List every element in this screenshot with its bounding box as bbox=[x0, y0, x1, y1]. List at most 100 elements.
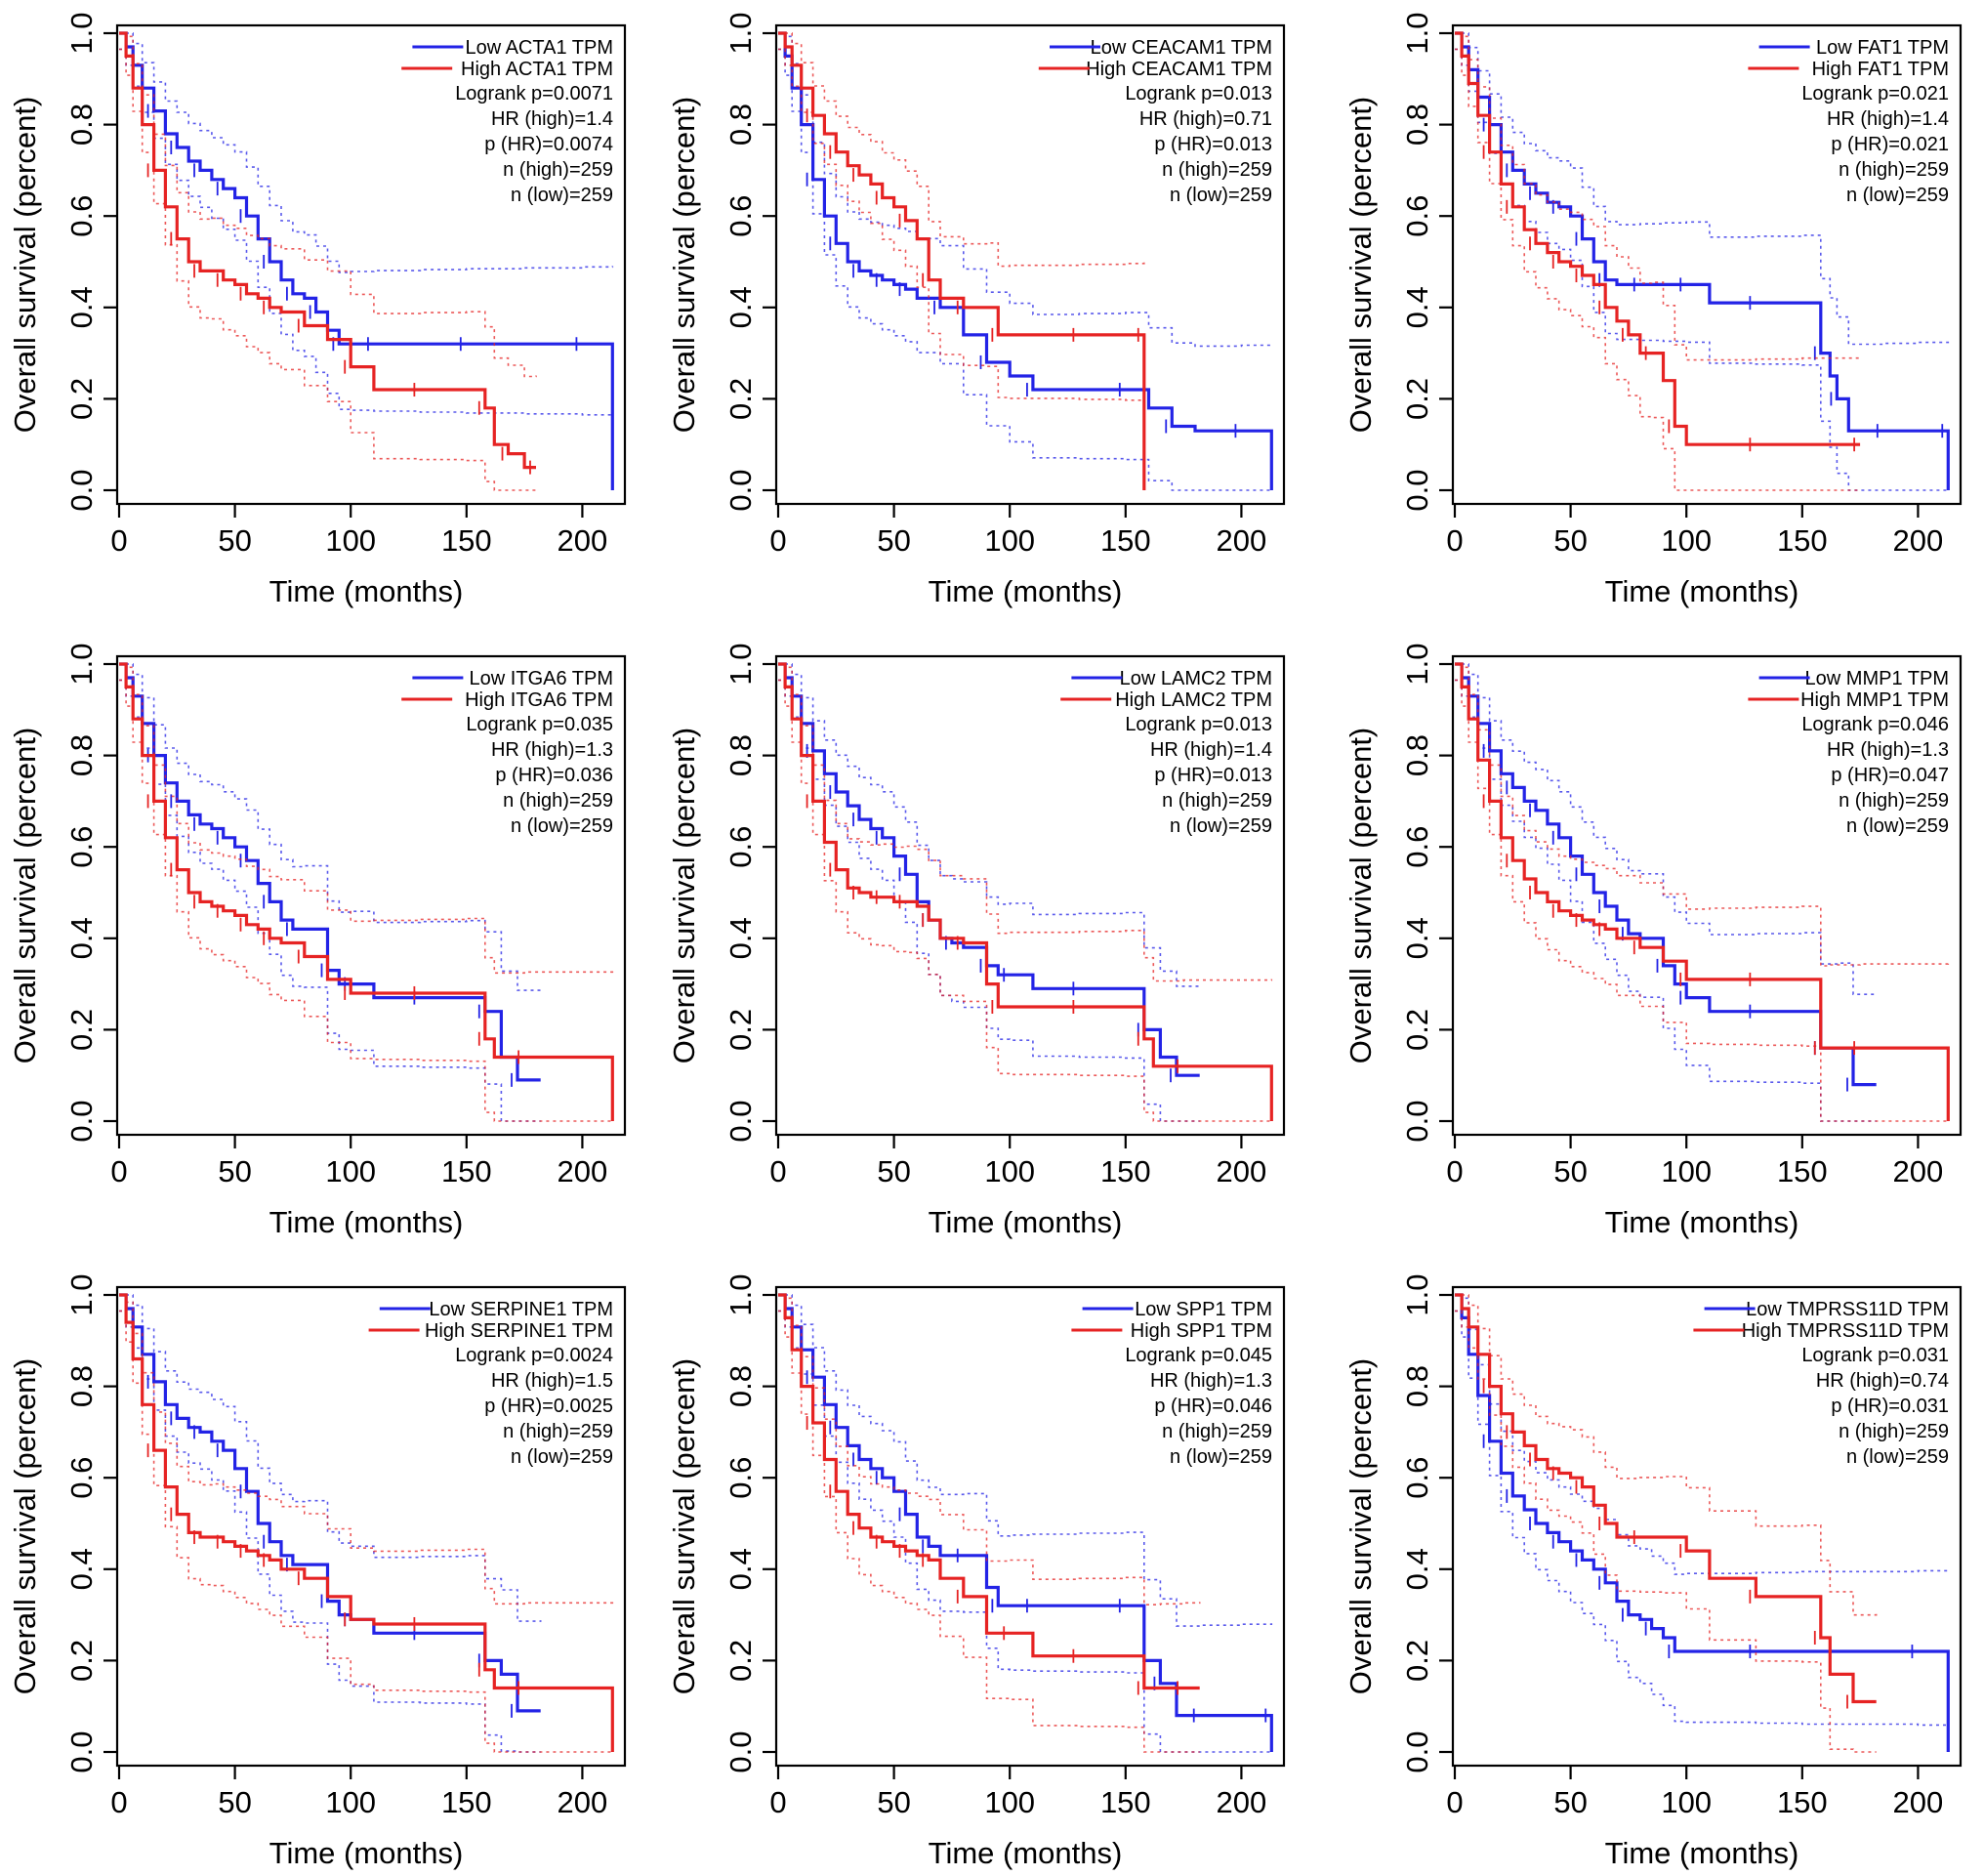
x-tick-label: 100 bbox=[1661, 523, 1712, 558]
ci-upper bbox=[778, 663, 1273, 982]
plot-frame bbox=[115, 23, 627, 506]
y-tick-label: 0.8 bbox=[1400, 104, 1434, 146]
plot-frame bbox=[1451, 1285, 1963, 1768]
y-tick-label: 1.0 bbox=[64, 12, 99, 54]
y-tick-label: 1.0 bbox=[64, 643, 99, 685]
km-curve-high bbox=[1455, 1293, 1877, 1704]
y-tick-label: 0.0 bbox=[1400, 1100, 1434, 1142]
ci-upper bbox=[1455, 32, 1950, 346]
km-curve-low bbox=[1455, 662, 1877, 1087]
km-panel-3: 0 50 100 150 200 0.0 0.2 0.4 0.6 0.8 1.0 Time (mont… bbox=[1343, 12, 1963, 608]
stat-line: n (high)=259 bbox=[1162, 790, 1272, 812]
stat-line: p (HR)=0.046 bbox=[1154, 1396, 1272, 1417]
x-tick-label: 200 bbox=[1217, 1785, 1267, 1819]
y-tick-label: 1.0 bbox=[1400, 1273, 1434, 1315]
stat-line: Logrank p=0.045 bbox=[1125, 1345, 1272, 1366]
stat-line: Logrank p=0.046 bbox=[1801, 714, 1949, 735]
stat-line: HR (high)=1.3 bbox=[1150, 1370, 1272, 1392]
y-tick-label: 1.0 bbox=[723, 1273, 758, 1315]
x-tick-label: 150 bbox=[441, 1785, 492, 1819]
y-tick-label: 0.8 bbox=[64, 1365, 99, 1407]
km-curve-high bbox=[119, 1293, 614, 1752]
x-tick-label: 0 bbox=[110, 1785, 127, 1819]
ci-lower bbox=[119, 679, 613, 1122]
y-tick-label: 0.6 bbox=[723, 1457, 758, 1499]
x-tick-label: 200 bbox=[1217, 523, 1267, 558]
ci-upper bbox=[778, 663, 1201, 987]
legend-label: Low TMPRSS11D TPM bbox=[1746, 1299, 1949, 1320]
y-tick-label: 0.4 bbox=[723, 1548, 758, 1590]
stat-line: n (high)=259 bbox=[1839, 1421, 1949, 1442]
x-tick-label: 100 bbox=[325, 1154, 376, 1188]
y-axis-title: Overall survival (percent) bbox=[667, 728, 701, 1064]
y-tick-label: 0.0 bbox=[1400, 469, 1434, 511]
ci-upper bbox=[119, 663, 542, 991]
km-curve-low bbox=[778, 1293, 1273, 1752]
km-curve-low bbox=[119, 31, 614, 490]
stat-line: Logrank p=0.035 bbox=[466, 714, 613, 735]
x-tick-label: 100 bbox=[1661, 1785, 1712, 1819]
y-axis-title: Overall survival (percent) bbox=[8, 97, 42, 434]
stat-line: HR (high)=0.71 bbox=[1139, 108, 1272, 130]
y-tick-label: 0.8 bbox=[723, 1365, 758, 1407]
km-curve-low bbox=[1455, 1293, 1950, 1752]
ci-lower bbox=[119, 1310, 541, 1753]
x-axis-title: Time (months) bbox=[929, 1205, 1123, 1239]
x-tick-label: 50 bbox=[1553, 1154, 1587, 1188]
y-tick-label: 0.2 bbox=[1400, 1009, 1434, 1051]
y-tick-label: 0.0 bbox=[723, 469, 758, 511]
x-tick-label: 100 bbox=[325, 1785, 376, 1819]
km-curve-high bbox=[778, 1293, 1200, 1690]
legend-label: Low MMP1 TPM bbox=[1805, 668, 1949, 689]
x-tick-label: 0 bbox=[769, 523, 786, 558]
y-tick-label: 1.0 bbox=[723, 12, 758, 54]
x-tick-label: 50 bbox=[877, 1154, 910, 1188]
x-axis-title: Time (months) bbox=[1605, 1205, 1799, 1239]
x-tick-label: 200 bbox=[1893, 523, 1944, 558]
stat-line: n (low)=259 bbox=[1846, 1446, 1949, 1468]
x-tick-label: 0 bbox=[1446, 523, 1463, 558]
y-tick-label: 0.6 bbox=[1400, 1457, 1434, 1499]
stat-line: HR (high)=1.4 bbox=[1150, 739, 1272, 761]
y-tick-label: 0.2 bbox=[1400, 378, 1434, 420]
ci-lower bbox=[1455, 48, 1861, 491]
y-tick-label: 0.4 bbox=[1400, 1548, 1434, 1590]
ci-lower bbox=[119, 1310, 613, 1753]
y-tick-label: 0.2 bbox=[64, 378, 99, 420]
x-tick-label: 150 bbox=[1777, 1154, 1828, 1188]
y-tick-label: 0.2 bbox=[723, 378, 758, 420]
y-tick-label: 0.8 bbox=[64, 104, 99, 146]
ci-lower bbox=[778, 679, 1200, 1122]
stat-line: HR (high)=1.4 bbox=[1827, 108, 1949, 130]
y-tick-label: 0.8 bbox=[1400, 1365, 1434, 1407]
km-curve-high bbox=[778, 662, 1273, 1121]
stat-line: p (HR)=0.013 bbox=[1154, 765, 1272, 786]
y-tick-label: 0.6 bbox=[1400, 195, 1434, 237]
ci-lower bbox=[1455, 679, 1949, 1122]
y-tick-label: 0.0 bbox=[64, 469, 99, 511]
y-tick-label: 0.2 bbox=[64, 1640, 99, 1682]
plot-frame bbox=[774, 654, 1286, 1137]
km-panel-4: 0 50 100 150 200 0.0 0.2 0.4 0.6 0.8 1.0 Time (mont… bbox=[8, 643, 627, 1239]
ci-upper bbox=[1455, 1294, 1878, 1616]
x-tick-label: 50 bbox=[218, 1785, 251, 1819]
y-tick-label: 0.6 bbox=[1400, 826, 1434, 868]
ci-lower bbox=[1455, 679, 1877, 1122]
stat-line: n (high)=259 bbox=[1162, 159, 1272, 181]
stat-line: n (high)=259 bbox=[1162, 1421, 1272, 1442]
km-curve-low bbox=[119, 662, 541, 1082]
stat-line: n (low)=259 bbox=[1170, 815, 1272, 837]
y-axis-title: Overall survival (percent) bbox=[1343, 97, 1378, 434]
y-tick-label: 0.2 bbox=[723, 1640, 758, 1682]
stat-line: HR (high)=1.3 bbox=[1827, 739, 1949, 761]
legend-label: High LAMC2 TPM bbox=[1115, 689, 1272, 711]
km-panel-9: 0 50 100 150 200 0.0 0.2 0.4 0.6 0.8 1.0 Time (mont… bbox=[1343, 1273, 1963, 1870]
km-curve-low bbox=[778, 662, 1200, 1077]
legend-label: Low CEACAM1 TPM bbox=[1091, 37, 1272, 59]
x-axis-title: Time (months) bbox=[269, 1836, 464, 1870]
ci-upper bbox=[119, 1294, 542, 1622]
plot-frame bbox=[1451, 654, 1963, 1137]
y-tick-label: 1.0 bbox=[723, 643, 758, 685]
y-axis-title: Overall survival (percent) bbox=[8, 1358, 42, 1695]
y-tick-label: 0.8 bbox=[723, 734, 758, 776]
